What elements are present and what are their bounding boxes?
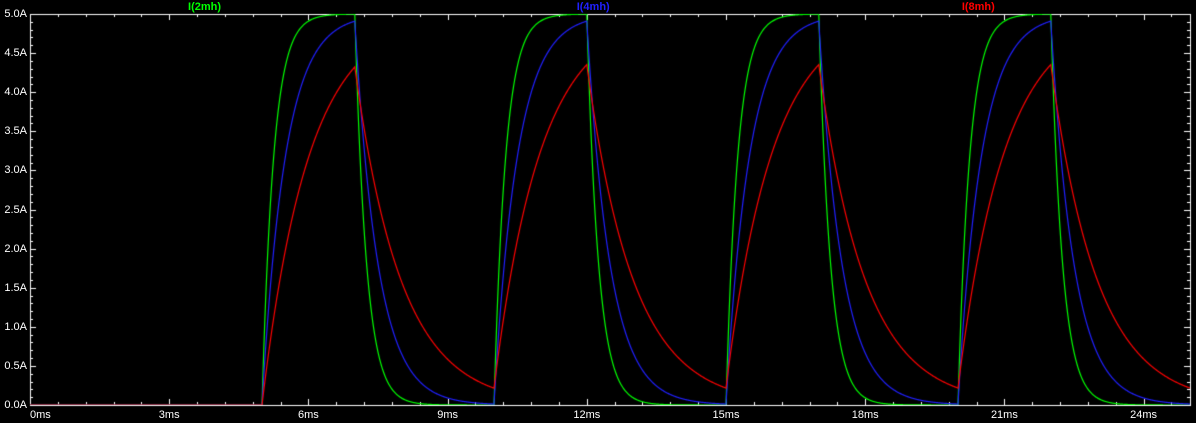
legend-trace-label-1[interactable]: I(2mh) (188, 1, 222, 13)
legend-trace-label-2[interactable]: I(4mh) (576, 1, 610, 13)
legend-trace-label-3[interactable]: I(8mh) (961, 1, 995, 13)
